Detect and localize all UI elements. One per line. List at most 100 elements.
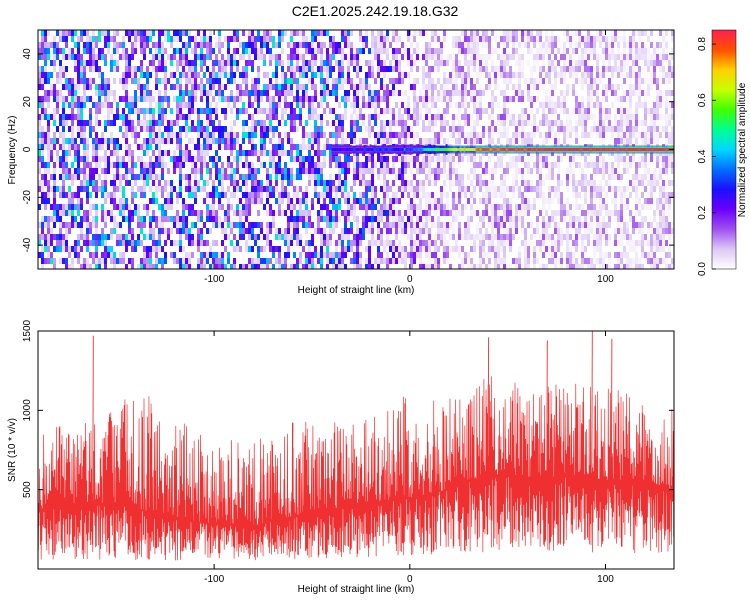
spectrogram-cell (110, 36, 113, 42)
spectrogram-cell (122, 210, 125, 216)
spectrogram-cell (569, 126, 572, 132)
spectrogram-cell (359, 84, 362, 90)
spectrogram-cell (47, 144, 50, 150)
spectrogram-cell (245, 198, 248, 204)
spectrogram-cell (335, 240, 338, 246)
spectrogram-cell (287, 102, 290, 108)
spectrogram-cell (419, 210, 422, 216)
spectrogram-cell (557, 96, 560, 102)
spectrogram-cell (584, 258, 587, 264)
spectrogram-cell (182, 96, 185, 102)
spectrogram-cell (341, 36, 344, 42)
spectrogram-cell (215, 138, 218, 144)
spectrogram-cell (383, 48, 386, 54)
spectrogram-cell (209, 72, 212, 78)
spectrogram-cell (542, 240, 545, 246)
spectrogram-cell (92, 258, 95, 264)
spectrogram-cell (536, 240, 539, 246)
spectrogram-cell (578, 204, 581, 210)
spectrogram-cell (206, 42, 209, 48)
spectrogram-cell (248, 174, 251, 180)
spectrogram-cell (593, 264, 596, 269)
spectrogram-cell (578, 216, 581, 222)
spectrogram-cell (524, 246, 527, 252)
spectrogram-cell (218, 198, 221, 204)
spectrogram-cell (497, 246, 500, 252)
spectrogram-cell (359, 234, 362, 240)
spectrogram-cell (323, 42, 326, 48)
spectrogram-cell (332, 48, 335, 54)
spectrogram-cell (254, 90, 257, 96)
spectrogram-cell (143, 138, 146, 144)
spectrogram-cell (41, 162, 44, 168)
spectrogram-cell (290, 84, 293, 90)
spectrogram-cell (497, 228, 500, 234)
spectrogram-cell (281, 174, 284, 180)
spectrogram-cell (203, 42, 206, 48)
spectrogram-cell (476, 108, 479, 114)
spectrogram-cell (398, 258, 401, 264)
spectrogram-cell (491, 66, 494, 72)
spectrogram-cell (446, 210, 449, 216)
spectrogram-cell (341, 180, 344, 186)
spectrogram-cell (563, 108, 566, 114)
spectrogram-cell (311, 48, 314, 54)
spectrogram-cell (80, 66, 83, 72)
spectrogram-cell (140, 174, 143, 180)
spectrogram-cell (59, 66, 62, 72)
spectrogram-cell (128, 150, 131, 156)
spectrogram-cell (488, 180, 491, 186)
spectrogram-cell (353, 180, 356, 186)
spectrogram-cell (179, 108, 182, 114)
spectrogram-cell (242, 90, 245, 96)
spectrogram-cell (242, 264, 245, 269)
spectrogram-cell (500, 90, 503, 96)
spectrogram-cell (53, 210, 56, 216)
spectrogram-cell (47, 180, 50, 186)
spectrogram-cell (329, 42, 332, 48)
spectrogram-cell (392, 240, 395, 246)
spectrogram-cell (497, 84, 500, 90)
spectrogram-cell (386, 252, 389, 258)
spectrogram-cell (560, 198, 563, 204)
spectrogram-cell (563, 72, 566, 78)
spectrogram-cell (278, 150, 281, 156)
spectrogram-cell (179, 72, 182, 78)
spectrogram-cell (293, 54, 296, 60)
spectrogram-cell (575, 192, 578, 198)
spectrogram-cell (269, 138, 272, 144)
spectrogram-cell (221, 252, 224, 258)
spectrogram-cell (605, 228, 608, 234)
spectrogram-cell (434, 180, 437, 186)
spectrogram-cell (230, 126, 233, 132)
spectrogram-cell (449, 180, 452, 186)
spectrogram-cell (254, 144, 257, 150)
spectrogram-cell (293, 144, 296, 150)
spectrogram-cell (116, 138, 119, 144)
spectrogram-cell (551, 102, 554, 108)
spectrogram-cell (518, 132, 521, 138)
spectrogram-cell (179, 132, 182, 138)
spectrogram-cell (305, 84, 308, 90)
spectrogram-cell (251, 180, 254, 186)
spectrogram-cell (221, 96, 224, 102)
spectrogram-cell (269, 246, 272, 252)
spectrogram-cell (371, 228, 374, 234)
spectrogram-cell (557, 114, 560, 120)
spectrogram-cell (260, 180, 263, 186)
spectrogram-cell (614, 156, 617, 162)
spectrogram-cell (344, 234, 347, 240)
spectrogram-cell (305, 144, 308, 150)
spectrogram-cell (386, 48, 389, 54)
spectrogram-cell (86, 138, 89, 144)
spectrogram-cell (425, 72, 428, 78)
spectrogram-cell (443, 72, 446, 78)
spectrogram-cell (305, 96, 308, 102)
spectrogram-cell (59, 144, 62, 150)
spectrogram-cell (95, 144, 98, 150)
spectrogram-cell (593, 246, 596, 252)
spectrogram-cell (347, 132, 350, 138)
spectrogram-cell (83, 210, 86, 216)
spectrogram-cell (476, 180, 479, 186)
spectrogram-cell (536, 168, 539, 174)
